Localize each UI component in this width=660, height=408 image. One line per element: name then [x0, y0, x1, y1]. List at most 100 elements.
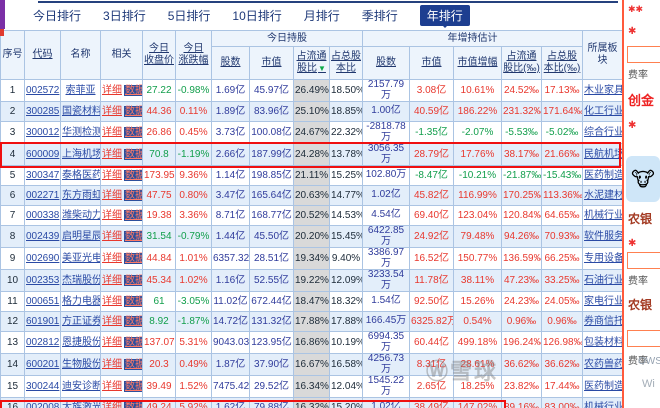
sector-link[interactable]: 机械行业	[582, 397, 622, 408]
stock-code-link[interactable]: 300244	[24, 375, 61, 398]
stock-code-link[interactable]: 002812	[24, 331, 61, 354]
data-link[interactable]: 数据	[124, 252, 142, 264]
stock-name-link[interactable]: 美亚光电	[60, 247, 101, 270]
stock-name-link[interactable]: 东方雨虹	[60, 185, 101, 206]
col-header-year-mcap-change[interactable]: 市值增幅	[453, 46, 502, 80]
stock-code-link[interactable]: 002353	[24, 269, 61, 292]
stock-code-link[interactable]: 000651	[24, 291, 61, 312]
sector-link[interactable]: 包装材料	[582, 331, 622, 354]
detail-link[interactable]: 详细	[102, 230, 122, 242]
ranking-tab-7[interactable]: 年排行	[419, 4, 470, 28]
data-link[interactable]: 数据	[124, 105, 142, 117]
sector-link[interactable]: 机械行业	[582, 205, 622, 226]
sector-link[interactable]: 木业家具	[582, 79, 622, 102]
stock-name-link[interactable]: 格力电器	[60, 291, 101, 312]
detail-link[interactable]: 详细	[102, 315, 122, 327]
stock-name-link[interactable]: 迪安诊断	[60, 375, 101, 398]
data-link[interactable]: 数据	[124, 84, 142, 96]
ad-input-box-3[interactable]	[627, 330, 660, 347]
sector-link[interactable]: 综合行业	[582, 121, 622, 144]
sector-link[interactable]: 软件服务	[582, 225, 622, 248]
stock-code-link[interactable]: 601901	[24, 311, 61, 332]
stock-name-link[interactable]: 华测检测	[60, 121, 101, 144]
data-link[interactable]: 数据	[124, 315, 142, 327]
data-link[interactable]: 数据	[124, 148, 142, 160]
data-link[interactable]: 数据	[124, 336, 142, 348]
ranking-tab-2[interactable]: 3日排行	[103, 8, 146, 23]
ranking-tab-1[interactable]: 今日排行	[33, 8, 82, 23]
sector-link[interactable]: 家电行业	[582, 291, 622, 312]
stock-code-link[interactable]: 600009	[24, 143, 61, 166]
sector-link[interactable]: 水泥建材	[582, 185, 622, 206]
detail-link[interactable]: 详细	[102, 401, 122, 408]
stock-name-link[interactable]: 启明星辰	[60, 225, 101, 248]
detail-link[interactable]: 详细	[102, 189, 122, 201]
data-link[interactable]: 数据	[124, 274, 142, 286]
detail-link[interactable]: 详细	[102, 274, 122, 286]
stock-code-link[interactable]: 000338	[24, 205, 61, 226]
stock-name-link[interactable]: 恩捷股份	[60, 331, 101, 354]
data-link[interactable]: 数据	[124, 126, 142, 138]
sector-link[interactable]: 石油行业	[582, 269, 622, 292]
ad-input-box-2[interactable]	[627, 252, 660, 269]
detail-link[interactable]: 详细	[102, 84, 122, 96]
detail-link[interactable]: 详细	[102, 169, 122, 181]
data-link[interactable]: 数据	[124, 209, 142, 221]
stock-code-link[interactable]: 002572	[24, 79, 61, 102]
detail-link[interactable]: 详细	[102, 380, 122, 392]
col-header-code[interactable]: 代码	[24, 30, 61, 80]
detail-link[interactable]: 详细	[102, 252, 122, 264]
sector-link[interactable]: 医药制造	[582, 375, 622, 398]
sector-link[interactable]: 医药制造	[582, 165, 622, 186]
col-header-price[interactable]: 今日 收盘价	[142, 30, 176, 80]
col-header-change[interactable]: 今日 涨跌幅	[175, 30, 212, 80]
col-header-year-total-pm[interactable]: 占总股 本比(‰)	[540, 46, 584, 80]
ranking-tab-3[interactable]: 5日排行	[167, 8, 211, 23]
stock-code-link[interactable]: 300012	[24, 121, 61, 144]
detail-link[interactable]: 详细	[102, 126, 122, 138]
detail-link[interactable]: 详细	[102, 105, 122, 117]
sector-link[interactable]: 券商信托	[582, 311, 622, 332]
data-link[interactable]: 数据	[124, 230, 142, 242]
stock-code-link[interactable]: 002690	[24, 247, 61, 270]
detail-link[interactable]: 详细	[102, 295, 122, 307]
detail-link[interactable]: 详细	[102, 209, 122, 221]
stock-name-link[interactable]: 生物股份	[60, 353, 101, 376]
stock-code-link[interactable]: 002271	[24, 185, 61, 206]
col-header-today-float-pct[interactable]: 占流通 股比▼	[293, 46, 330, 80]
stock-code-link[interactable]: 300285	[24, 101, 61, 122]
stock-code-link[interactable]: 002439	[24, 225, 61, 248]
stock-name-link[interactable]: 索菲亚	[60, 79, 101, 102]
detail-link[interactable]: 详细	[102, 148, 122, 160]
data-link[interactable]: 数据	[124, 380, 142, 392]
stock-name-link[interactable]: 大族激光	[60, 397, 101, 408]
data-link[interactable]: 数据	[124, 358, 142, 370]
data-link[interactable]: 数据	[124, 189, 142, 201]
ad-input-box-1[interactable]	[627, 46, 660, 63]
stock-code-link[interactable]: 300347	[24, 165, 61, 186]
col-header-today-total-pct[interactable]: 占总股 本比	[329, 46, 363, 80]
stock-name-link[interactable]: 方正证券	[60, 311, 101, 332]
stock-name-link[interactable]: 上海机场	[60, 143, 101, 166]
ranking-tab-4[interactable]: 10日排行	[232, 8, 282, 23]
data-link[interactable]: 数据	[124, 169, 142, 181]
ranking-tab-5[interactable]: 月排行	[303, 8, 340, 23]
col-header-year-float-pm[interactable]: 占流通 股比(‰)	[501, 46, 542, 80]
ranking-tab-6[interactable]: 季排行	[361, 8, 398, 23]
col-header-year-mcap[interactable]: 市值	[409, 46, 454, 80]
col-header-today-mcap[interactable]: 市值	[249, 46, 294, 80]
stock-name-link[interactable]: 国瓷材料	[60, 101, 101, 122]
col-header-today-shares[interactable]: 股数	[211, 46, 250, 80]
stock-name-link[interactable]: 泰格医药	[60, 165, 101, 186]
stock-code-link[interactable]: 002008	[24, 397, 61, 408]
stock-code-link[interactable]: 600201	[24, 353, 61, 376]
sector-link[interactable]: 专用设备	[582, 247, 622, 270]
sector-link[interactable]: 民航机场	[582, 143, 622, 166]
stock-name-link[interactable]: 潍柴动力	[60, 205, 101, 226]
data-link[interactable]: 数据	[124, 295, 142, 307]
detail-link[interactable]: 详细	[102, 336, 122, 348]
sector-link[interactable]: 农药兽药	[582, 353, 622, 376]
col-header-year-shares[interactable]: 股数	[362, 46, 410, 80]
sector-link[interactable]: 化工行业	[582, 101, 622, 122]
data-link[interactable]: 数据	[124, 401, 142, 408]
